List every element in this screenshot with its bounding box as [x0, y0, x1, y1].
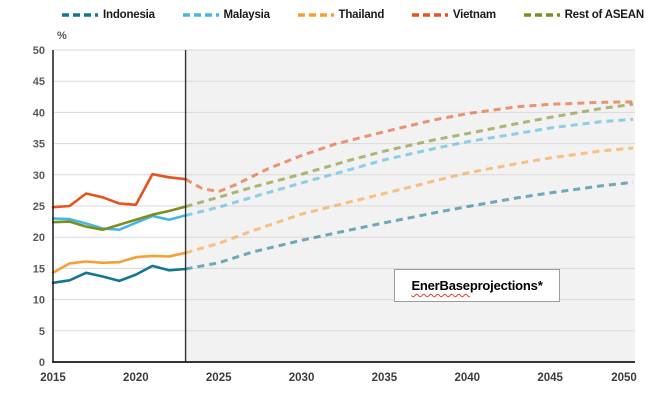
legend-label: Malaysia: [223, 9, 271, 21]
legend-label: Rest of ASEAN: [564, 9, 645, 21]
indonesia-projection-line: [185, 180, 634, 271]
y-tick-label: 10: [33, 295, 45, 307]
legend-item-vietnam: Vietnam: [411, 9, 496, 21]
legend-label: Indonesia: [103, 9, 155, 21]
y-tick-label: 35: [33, 139, 45, 151]
malaysia-projection-line: [185, 117, 634, 217]
thailand-projection-line: [185, 146, 634, 255]
y-tick-label: 50: [33, 45, 45, 57]
indonesia-legend-dash-icon: [62, 13, 98, 17]
rest-of-asean-projection-line: [185, 102, 634, 209]
legend-item-thailand: Thailand: [297, 9, 385, 21]
malaysia-history-line: [51, 214, 187, 231]
y-tick-label: 30: [33, 170, 45, 182]
annotation-underlined-word: EnerBase: [411, 278, 470, 293]
indonesia-history-line: [51, 264, 187, 285]
annotation-rest-text: projections*: [469, 278, 543, 293]
x-tick-label: 2020: [123, 372, 149, 384]
rest-of-asean-history-line: [51, 205, 187, 231]
projections-annotation-box: EnerBase projections*: [394, 269, 560, 302]
vietnam-projection-line: [184, 100, 634, 194]
thailand-legend-dash-icon: [297, 13, 334, 17]
malaysia-legend-dash-icon: [182, 13, 219, 17]
y-tick-label: 40: [33, 107, 45, 119]
rest-of-asean-legend-dash-icon: [523, 13, 560, 17]
legend-label: Thailand: [338, 9, 385, 21]
y-tick-label: 25: [33, 201, 45, 213]
x-tick-label: 2050: [611, 372, 637, 384]
y-tick-label: 0: [39, 357, 45, 369]
legend-item-rest-of-asean: Rest of ASEAN: [523, 9, 645, 21]
x-tick-label: 2040: [454, 372, 480, 384]
x-tick-label: 2025: [206, 372, 232, 384]
vietnam-history-line: [51, 172, 187, 209]
y-tick-label: 45: [33, 76, 45, 88]
legend-label: Vietnam: [452, 9, 496, 21]
thailand-history-line: [51, 251, 187, 275]
legend-item-indonesia: Indonesia: [62, 9, 155, 21]
y-axis-unit-label: %: [57, 30, 67, 42]
y-tick-label: 5: [39, 326, 45, 338]
x-tick-label: 2015: [40, 372, 66, 384]
x-tick-label: 2045: [537, 372, 563, 384]
y-tick-label: 20: [33, 232, 45, 244]
x-tick-label: 2030: [289, 372, 315, 384]
y-tick-label: 15: [33, 263, 45, 275]
x-tick-label: 2035: [372, 372, 398, 384]
chart-legend: Indonesia Malaysia Thailand Vietnam Rest of …: [62, 9, 644, 21]
vietnam-legend-dash-icon: [411, 13, 448, 17]
legend-item-malaysia: Malaysia: [182, 9, 271, 21]
